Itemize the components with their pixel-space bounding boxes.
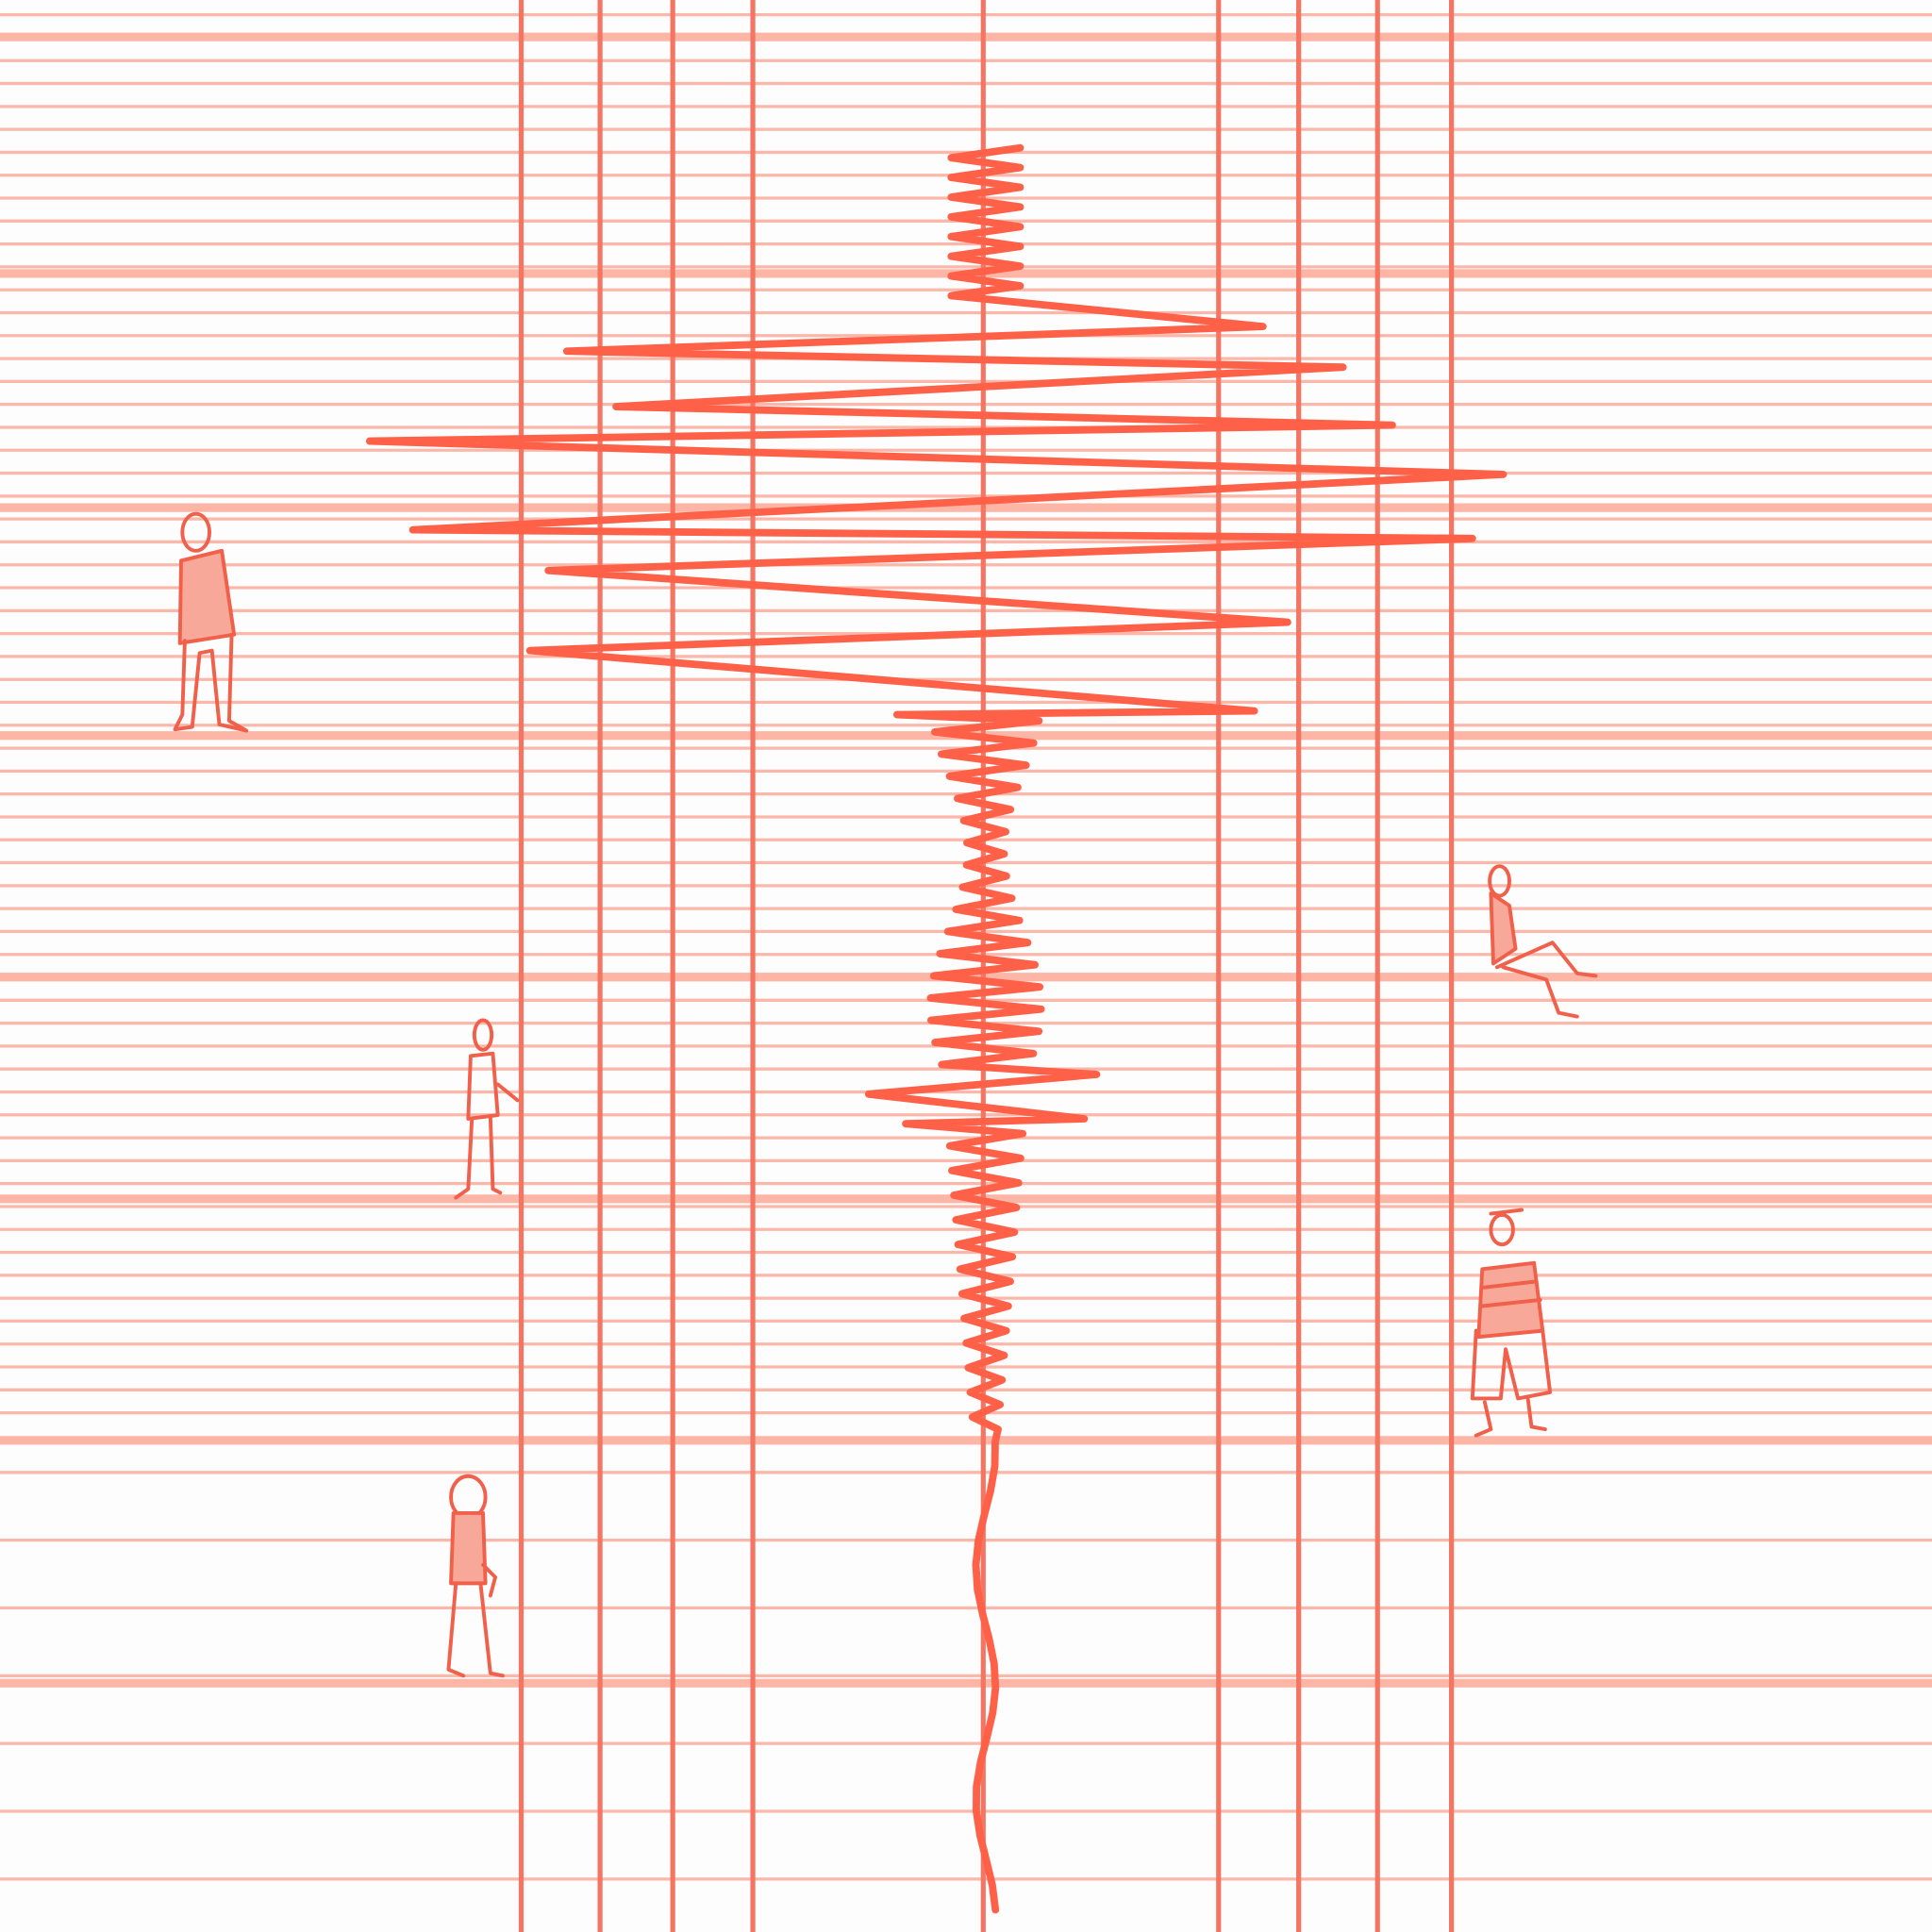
figure-standing (173, 511, 249, 733)
vertical-lines (518, 0, 1455, 1932)
figures (173, 511, 1598, 1678)
figure-striped (1470, 1208, 1553, 1438)
figure-girl (446, 1474, 505, 1678)
seismograph-trace (365, 143, 1507, 1914)
figure-small (454, 1018, 520, 1200)
figure-sitting (1488, 864, 1598, 1019)
